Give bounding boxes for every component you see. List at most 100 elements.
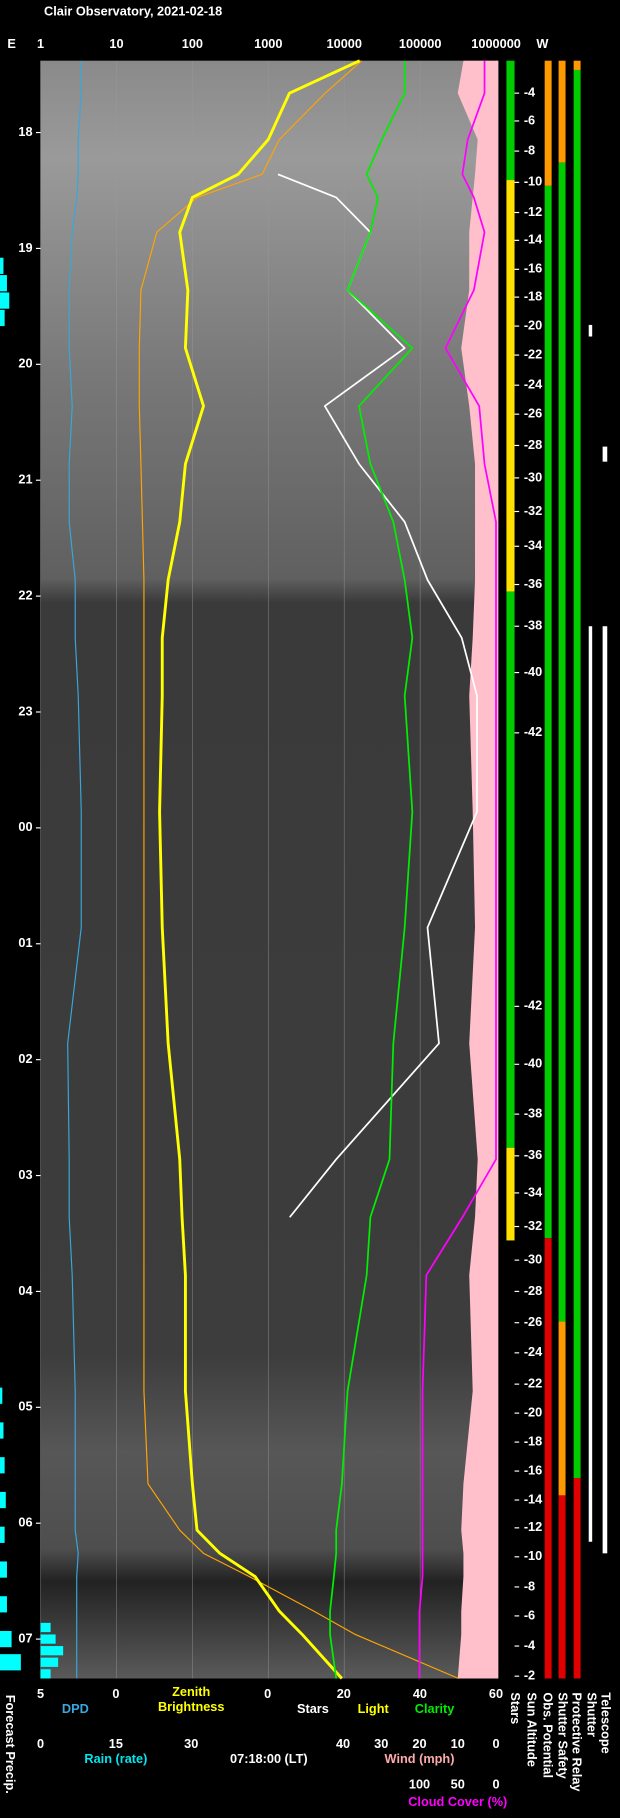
series-line — [138, 60, 459, 1680]
status-segment — [506, 180, 515, 592]
status-segment — [588, 324, 593, 337]
sun-altitude-label: -42 — [524, 724, 542, 739]
status-label: Shutter Safety — [556, 1692, 571, 1779]
sun-altitude-label: -6 — [524, 112, 535, 127]
rain-bar — [40, 1646, 64, 1656]
series-line — [329, 60, 414, 1679]
dpd-axis-label: DPD — [62, 1701, 89, 1716]
y-tick-label: 18 — [18, 124, 32, 139]
sun-altitude-label: -26 — [524, 1314, 542, 1329]
y-tick-label: 21 — [18, 472, 32, 487]
x-tick-label: 1 — [37, 36, 44, 51]
sun-altitude-label: -16 — [524, 1462, 542, 1477]
sun-altitude-label: -10 — [524, 174, 542, 189]
rain-tick-label: 15 — [109, 1736, 123, 1751]
status-segment — [588, 626, 593, 1542]
cloud-tick-label: 50 — [451, 1776, 465, 1791]
wind-tick-label: 0 — [492, 1736, 499, 1751]
rain-tick-label: 30 — [184, 1736, 198, 1751]
sun-altitude-label: -32 — [524, 503, 542, 518]
status-segment — [602, 626, 608, 1554]
sun-altitude-label: -8 — [524, 1578, 535, 1593]
wind-tick-label: 30 — [374, 1736, 388, 1751]
forecast-bar — [0, 257, 4, 274]
sun-altitude-label: -4 — [524, 85, 536, 100]
cloud-tick-label: 0 — [492, 1776, 499, 1791]
title: Clair Observatory, 2021-02-18 — [44, 3, 222, 18]
x-tick-label: 100 — [182, 36, 203, 51]
forecast-bar — [0, 1457, 5, 1474]
y-tick-label: 23 — [18, 703, 32, 718]
rain-axis-label: Rain (rate) — [84, 1751, 147, 1766]
status-segment — [544, 1238, 552, 1679]
forecast-bar — [0, 1630, 12, 1648]
status-label: Obs. Potential — [541, 1692, 556, 1778]
cloud-tick-label: 100 — [409, 1776, 430, 1791]
sun-altitude-label: -18 — [524, 1433, 542, 1448]
y-tick-label: 07 — [18, 1630, 32, 1645]
sun-altitude-label: -40 — [524, 1056, 542, 1071]
status-segment — [558, 60, 566, 163]
status-segment — [544, 185, 552, 1239]
stars-tick-label: 60 — [489, 1686, 503, 1701]
y-tick-label: 05 — [18, 1399, 32, 1414]
zenith-label: Zenith — [172, 1684, 210, 1699]
y-tick-label: 00 — [18, 819, 32, 834]
time-label: 07:18:00 (LT) — [230, 1751, 308, 1766]
forecast-bar — [0, 1526, 5, 1543]
forecast-bar — [0, 292, 10, 309]
series-line — [158, 59, 361, 1680]
y-tick-label: 22 — [18, 587, 32, 602]
forecast-bar — [0, 1561, 7, 1578]
sun-altitude-label: -14 — [524, 1491, 543, 1506]
status-segment — [506, 591, 515, 1148]
y-tick-label: 03 — [18, 1167, 32, 1182]
series-line — [67, 60, 82, 1679]
stars-axis-label: Stars — [297, 1701, 329, 1716]
y-tick-label: 19 — [18, 240, 32, 255]
sun-altitude-label: -14 — [524, 232, 543, 247]
sky-image — [40, 60, 499, 1679]
sun-altitude-label: -26 — [524, 406, 542, 421]
status-segment — [573, 60, 581, 70]
dpd-tick-label: 5 — [37, 1686, 44, 1701]
zenith-label: Brightness — [158, 1699, 225, 1714]
y-tick-label: 01 — [18, 935, 32, 950]
x-tick-label: 10 — [109, 36, 123, 51]
sun-altitude-label: -34 — [524, 1184, 543, 1199]
stars-tick-label: 0 — [264, 1686, 271, 1701]
status-segment — [558, 1321, 566, 1496]
sun-altitude-label: -8 — [524, 142, 535, 157]
sun-altitude-label: -2 — [524, 1668, 535, 1683]
status-segment — [506, 1147, 515, 1241]
sun-altitude-label: -24 — [524, 377, 543, 392]
status-segment — [573, 1478, 581, 1679]
wind-tick-label: 40 — [336, 1736, 350, 1751]
y-tick-label: 06 — [18, 1515, 32, 1530]
wind-tick-label: 20 — [412, 1736, 426, 1751]
stars-tick-label: 40 — [413, 1686, 427, 1701]
sun-altitude-label: -36 — [524, 1147, 542, 1162]
sun-altitude-label: -4 — [524, 1637, 536, 1652]
sun-altitude-label: -28 — [524, 1283, 542, 1298]
wind-area — [457, 60, 499, 1679]
sun-altitude-label: -28 — [524, 437, 542, 452]
sun-altitude-label: -18 — [524, 288, 542, 303]
forecast-bar — [0, 1654, 21, 1671]
y-tick-label: 02 — [18, 1051, 32, 1066]
forecast-label: Forecast Precip. — [3, 1695, 18, 1794]
status-segment — [506, 60, 515, 181]
sun-altitude-label: -10 — [524, 1548, 542, 1563]
sun-altitude-label: -30 — [524, 1251, 542, 1266]
east-label: E — [7, 36, 16, 51]
sun-altitude-label: -20 — [524, 1404, 542, 1419]
y-tick-label: 20 — [18, 356, 32, 371]
forecast-bar — [0, 275, 7, 292]
x-tick-label: 1000 — [254, 36, 282, 51]
sun-altitude-label: -24 — [524, 1344, 543, 1359]
sun-altitude-label: -22 — [524, 346, 542, 361]
stars-axis-label: Clarity — [415, 1701, 456, 1716]
y-tick-label: 04 — [18, 1283, 33, 1298]
